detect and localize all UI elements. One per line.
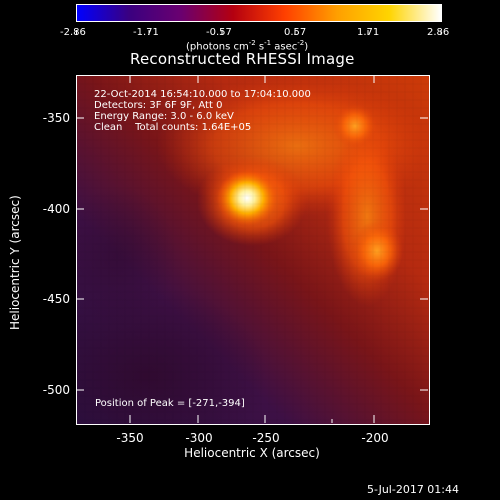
colorbar-units: (photons cm-2 s-1 asec-2) (186, 37, 308, 53)
colorbar-tick-label-5: 2.86 (427, 27, 450, 38)
x-tick-label-3: -200 (361, 431, 389, 445)
peak-position: Position of Peak = [-271,-394] (95, 398, 245, 409)
y-tick-label-2: -450 (42, 292, 70, 306)
image-heatmap (77, 76, 429, 424)
colorbar-tick-label-3: 0.57 (284, 27, 307, 38)
colorbar-ticks-svg (76, 30, 442, 35)
image-title: Reconstructed RHESSI Image (130, 50, 355, 68)
colorbar-gradient (77, 5, 441, 21)
info-line-date: 22-Oct-2014 16:54:10.000 to 17:04:10.000 (94, 89, 311, 100)
x-tick-label-2: -250 (252, 431, 280, 445)
x-tick-label-1: -300 (185, 431, 213, 445)
units-mid1: s (255, 41, 265, 53)
colorbar-tick-label-2: -0.57 (206, 27, 232, 38)
colorbar-tick-label-4: 1.71 (357, 27, 380, 38)
units-sup2: -1 (264, 39, 272, 47)
colorbar-tick-label-1: -1.71 (133, 27, 159, 38)
x-axis-title: Heliocentric X (arcsec) (184, 446, 320, 460)
colorbar (76, 4, 442, 22)
units-sup3: -2 (297, 39, 305, 47)
info-line-energy: Energy Range: 3.0 - 6.0 keV (94, 111, 234, 122)
units-mid2: asec (271, 41, 298, 53)
y-tick-label-0: -350 (42, 111, 70, 125)
info-line-detectors: Detectors: 3F 6F 9F, Att 0 (94, 100, 223, 111)
y-tick-label-3: -500 (42, 383, 70, 397)
y-axis-title: Heliocentric Y (arcsec) (8, 195, 22, 330)
y-tick-label-1: -400 (42, 202, 70, 216)
colorbar-tick-label-0: -2.86 (60, 27, 86, 38)
units-prefix: (photons cm (186, 41, 249, 53)
x-tick-label-0: -350 (116, 431, 144, 445)
units-suffix: ) (304, 41, 309, 53)
image-plot (76, 75, 430, 425)
units-sup1: -2 (248, 39, 256, 47)
generated-timestamp: 5-Jul-2017 01:44 (367, 483, 460, 496)
colorbar-tick-marks (76, 21, 442, 35)
info-line-counts: Clean Total counts: 1.64E+05 (94, 122, 252, 133)
